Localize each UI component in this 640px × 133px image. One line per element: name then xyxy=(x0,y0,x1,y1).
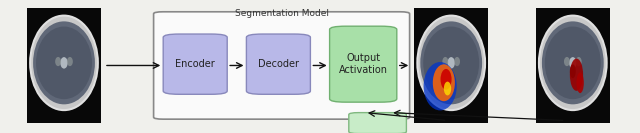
Ellipse shape xyxy=(440,69,452,90)
Ellipse shape xyxy=(33,21,95,104)
Bar xyxy=(28,8,101,123)
Ellipse shape xyxy=(36,27,92,99)
Ellipse shape xyxy=(423,27,479,99)
Ellipse shape xyxy=(447,57,455,69)
Ellipse shape xyxy=(545,27,601,99)
Ellipse shape xyxy=(60,57,68,69)
FancyBboxPatch shape xyxy=(246,34,310,94)
FancyBboxPatch shape xyxy=(330,26,397,102)
FancyBboxPatch shape xyxy=(349,113,406,133)
Bar xyxy=(536,8,610,123)
Ellipse shape xyxy=(564,57,570,66)
Ellipse shape xyxy=(539,16,607,110)
Text: Output
Activation: Output Activation xyxy=(339,53,388,75)
FancyBboxPatch shape xyxy=(163,34,227,94)
Text: Decoder: Decoder xyxy=(258,59,299,69)
Ellipse shape xyxy=(55,57,61,66)
Ellipse shape xyxy=(67,57,73,66)
Ellipse shape xyxy=(424,62,457,110)
Text: Segmentation Model: Segmentation Model xyxy=(235,9,328,18)
Ellipse shape xyxy=(570,59,583,91)
Ellipse shape xyxy=(570,64,576,78)
Text: Encoder: Encoder xyxy=(175,59,215,69)
Ellipse shape xyxy=(577,72,584,93)
Ellipse shape xyxy=(576,57,582,66)
Ellipse shape xyxy=(444,82,451,95)
Ellipse shape xyxy=(30,16,98,110)
Ellipse shape xyxy=(433,64,455,101)
Ellipse shape xyxy=(420,21,482,104)
FancyBboxPatch shape xyxy=(154,12,410,119)
Ellipse shape xyxy=(442,57,448,66)
Ellipse shape xyxy=(569,57,577,69)
Bar xyxy=(415,8,488,123)
Ellipse shape xyxy=(454,57,460,66)
Ellipse shape xyxy=(542,21,604,104)
Ellipse shape xyxy=(417,16,485,110)
